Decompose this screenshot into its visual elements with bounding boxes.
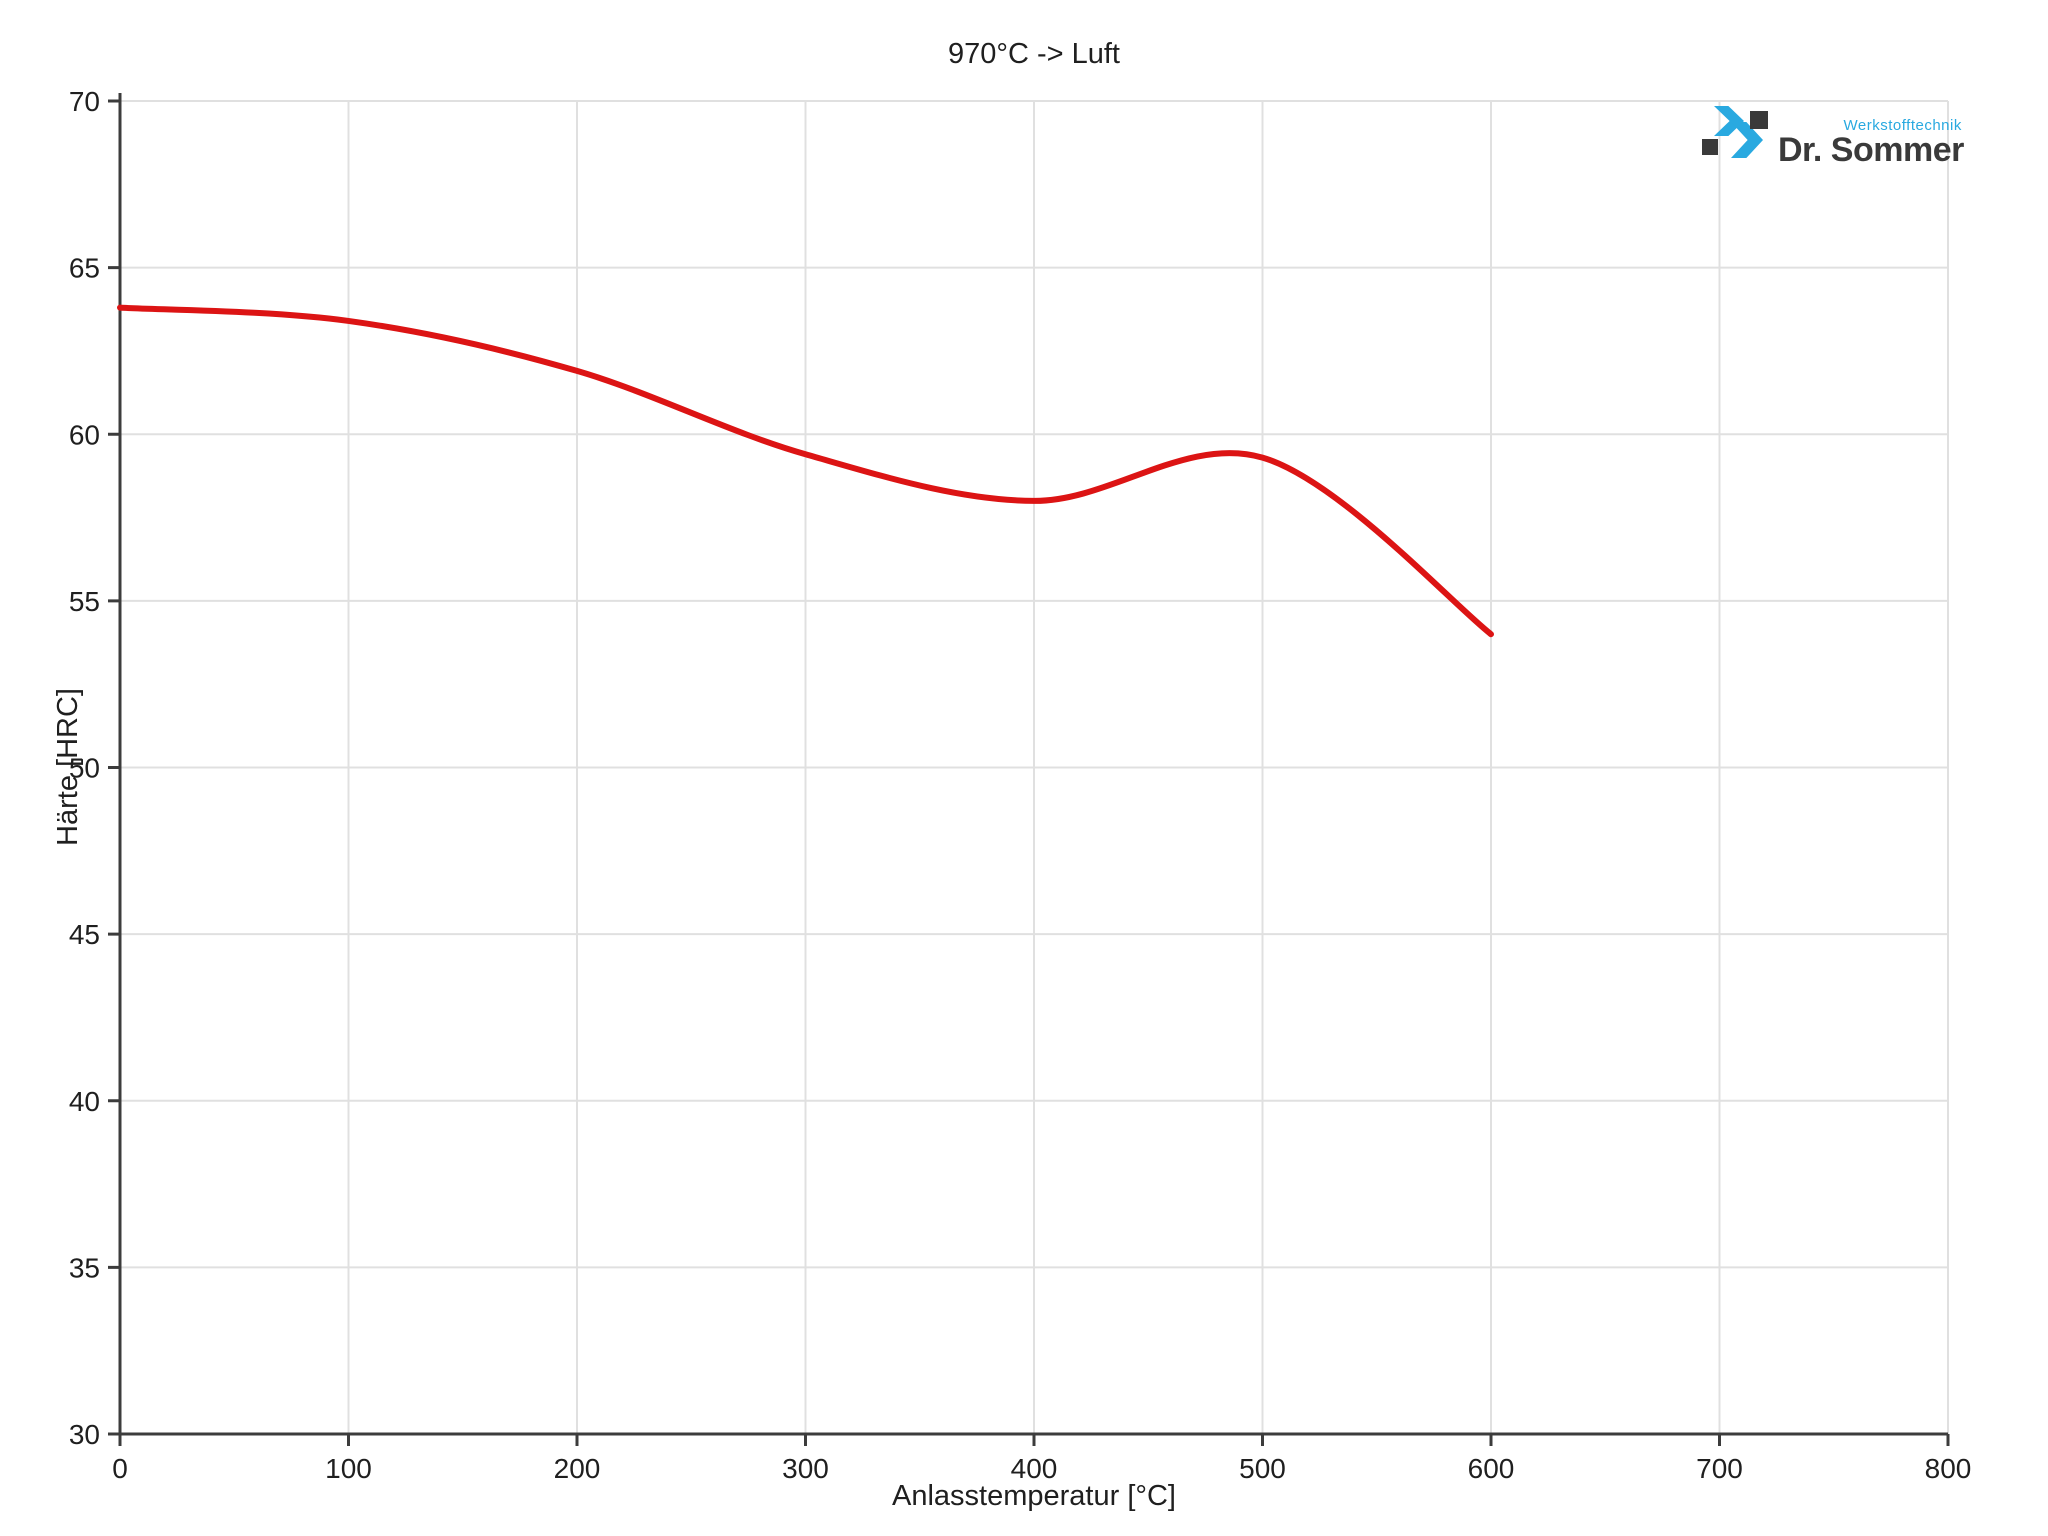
y-tick-label: 70	[69, 86, 100, 117]
hardness-curve	[117, 304, 1494, 638]
dr-sommer-logo-icon	[1700, 92, 1770, 162]
chart-title: 970°C -> Luft	[947, 38, 1120, 70]
x-tick-label: 200	[554, 1453, 601, 1484]
y-tick-label: 60	[69, 419, 100, 450]
y-tick-label: 50	[69, 753, 100, 784]
logo-tagline: Werkstofftechnik	[1843, 117, 1962, 134]
y-axis-title: Härte [HRC]	[51, 688, 84, 846]
y-tick-label: 55	[69, 586, 100, 617]
y-tick-label: 30	[69, 1419, 100, 1450]
x-tick-label: 0	[112, 1453, 128, 1484]
logo-square-icon	[1702, 139, 1718, 155]
y-tick-label: 35	[69, 1252, 100, 1283]
dr-sommer-logo: Werkstofftechnik Dr. Sommer	[1700, 92, 1964, 167]
logo-text: Werkstofftechnik Dr. Sommer	[1778, 92, 1964, 167]
x-tick-label: 500	[1239, 1453, 1286, 1484]
y-tick-label: 65	[69, 253, 100, 284]
x-tick-label: 700	[1696, 1453, 1743, 1484]
x-tick-label: 800	[1925, 1453, 1972, 1484]
y-tick-label: 40	[69, 1086, 100, 1117]
y-tick-label: 45	[69, 919, 100, 950]
logo-chevron-icon	[1714, 106, 1744, 136]
x-axis-title: Anlasstemperatur [°C]	[892, 1480, 1176, 1512]
logo-brand: Dr. Sommer	[1778, 131, 1964, 169]
x-tick-label: 300	[782, 1453, 829, 1484]
x-tick-label: 600	[1468, 1453, 1515, 1484]
x-tick-label: 100	[325, 1453, 372, 1484]
logo-square-icon	[1750, 111, 1768, 129]
x-tick-label: 400	[1011, 1453, 1058, 1484]
